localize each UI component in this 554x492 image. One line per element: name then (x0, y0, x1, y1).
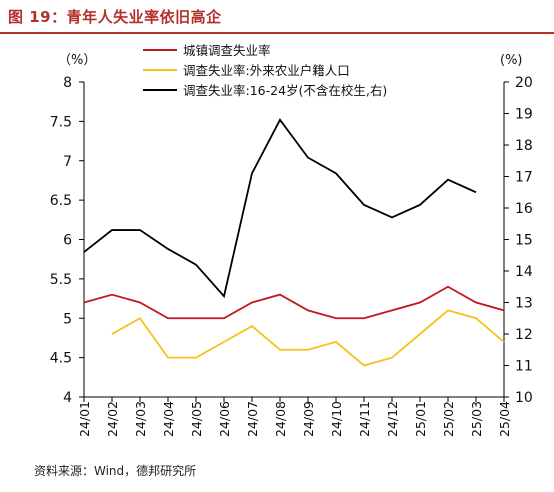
axes: 4 4.5 5 5.5 6 6.5 7 7.5 8 10 11 12 13 14 15 16 17 18 19 20 （… (50, 53, 533, 437)
left-tick-label: 4.5 (50, 351, 72, 367)
source-note: 资料来源：Wind，德邦研究所 (34, 464, 197, 478)
x-tick-label: 24/05 (189, 401, 204, 437)
x-tick-label: 25/04 (497, 401, 512, 437)
x-tick-label: 24/01 (77, 401, 92, 437)
legend-label-3: 调查失业率:16-24岁(不含在校生,右) (183, 83, 387, 98)
x-tick-label: 24/04 (161, 401, 176, 437)
right-tick-label: 14 (515, 264, 533, 280)
right-tick-label: 12 (515, 327, 533, 343)
x-tick-label: 25/01 (413, 401, 428, 437)
x-tick-label: 24/10 (329, 401, 344, 437)
x-tick-label: 24/02 (105, 401, 120, 437)
figure-title: 图 19：青年人失业率依旧高企 (8, 8, 222, 26)
x-tick-label: 24/11 (357, 401, 372, 437)
series-line-2 (111, 309, 505, 367)
left-tick-label: 4 (63, 390, 72, 406)
x-tick-label: 25/03 (469, 401, 484, 437)
x-tick-label: 24/06 (217, 401, 232, 437)
left-axis-unit: （%） (58, 53, 96, 68)
legend: 城镇调查失业率调查失业率:外来农业户籍人口调查失业率:16-24岁(不含在校生,… (143, 43, 387, 98)
right-tick-label: 17 (515, 170, 533, 186)
plot-area (83, 118, 505, 367)
right-tick-label: 13 (515, 296, 533, 312)
series-line-3 (83, 118, 477, 299)
left-tick-label: 5 (63, 311, 72, 327)
legend-label-1: 城镇调查失业率 (183, 43, 271, 58)
left-tick-label: 6 (63, 233, 72, 249)
legend-label-2: 调查失业率:外来农业户籍人口 (183, 63, 350, 78)
series-line-1 (83, 285, 505, 320)
left-tick-label: 5.5 (50, 272, 72, 288)
right-tick-label: 19 (515, 107, 533, 123)
x-tick-label: 24/07 (245, 401, 260, 437)
x-tick-label: 24/08 (273, 401, 288, 437)
right-tick-label: 18 (515, 138, 533, 154)
right-axis-unit: (%) (500, 53, 523, 68)
left-tick-label: 7.5 (50, 114, 72, 130)
right-tick-label: 10 (515, 390, 533, 406)
right-tick-label: 20 (515, 75, 533, 91)
title-rule (0, 32, 554, 34)
left-tick-label: 8 (63, 75, 72, 91)
x-tick-label: 24/12 (385, 401, 400, 437)
right-tick-label: 16 (515, 201, 533, 217)
x-tick-label: 24/09 (301, 401, 316, 437)
left-tick-label: 7 (63, 154, 72, 170)
left-tick-label: 6.5 (50, 193, 72, 209)
x-tick-label: 25/02 (441, 401, 456, 437)
x-tick-label: 24/03 (133, 401, 148, 437)
right-tick-label: 15 (515, 233, 533, 249)
right-tick-label: 11 (515, 359, 533, 375)
